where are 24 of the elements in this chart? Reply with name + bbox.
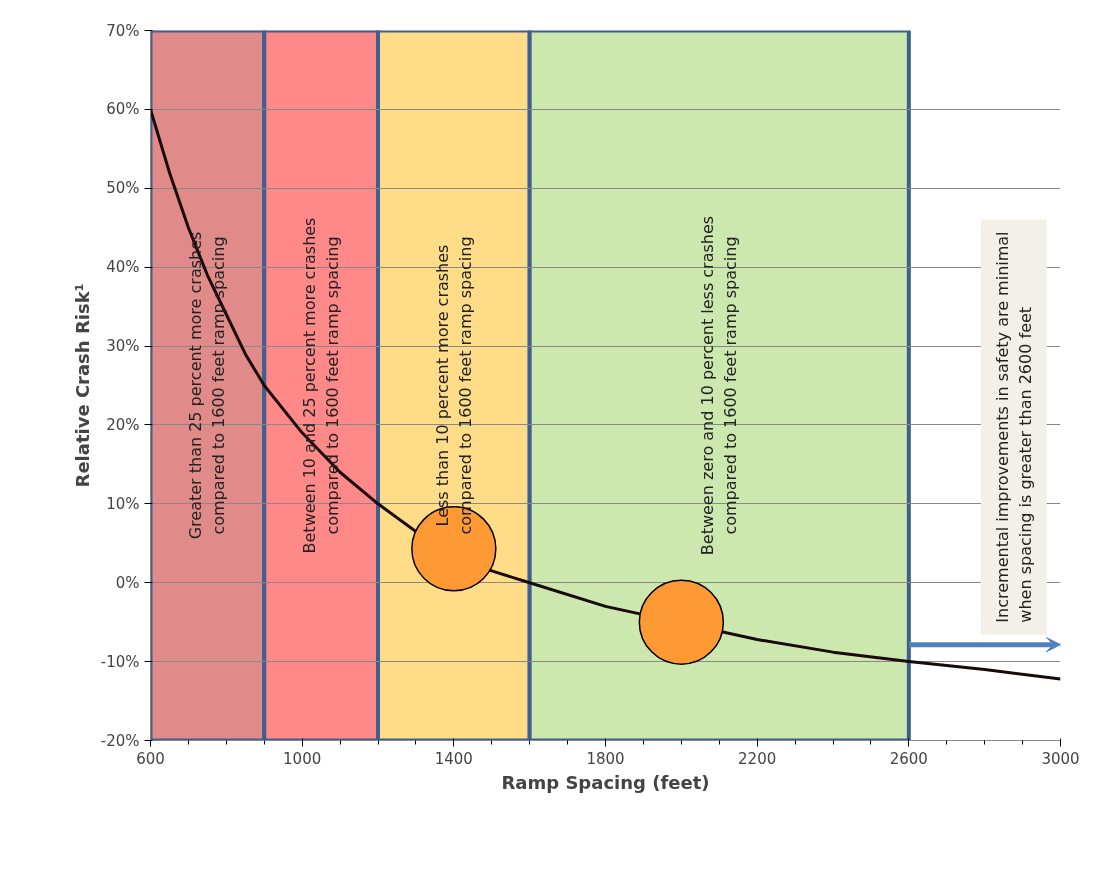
x-tick-label: 2600 (889, 749, 928, 768)
y-tick-label: 10% (106, 494, 140, 513)
y-tick-label: 20% (106, 415, 140, 434)
annotation: Incremental improvements in safety are minimal when spacing is greater than 2600 feet (992, 231, 1035, 623)
y-tick-label: 40% (106, 258, 140, 277)
x-tick-label: 1800 (586, 749, 625, 768)
x-tick-label: 2200 (738, 749, 777, 768)
band-label: Between zero and 10 percent less crashes compared to 1600 feet ramp spacing (698, 215, 741, 556)
x-tick-label: 1400 (434, 749, 473, 768)
x-axis-title: Ramp Spacing (feet) (501, 771, 710, 793)
y-axis-title: Relative Crash Risk¹ (71, 283, 93, 488)
y-tick-label: 50% (106, 179, 140, 198)
y-tick-label: 70% (106, 21, 140, 40)
x-tick-label: 3000 (1041, 749, 1080, 768)
y-tick-label: -10% (100, 652, 140, 671)
band-label: Greater than 25 percent more crashes compared to 1600 feet ramp spacing (186, 231, 229, 540)
x-tick-label: 1000 (283, 749, 322, 768)
band-label: Less than 10 percent more crashes compared to 1600 feet ramp spacing (432, 236, 475, 535)
y-tick-label: 30% (106, 337, 140, 356)
y-tick-label: 60% (106, 100, 140, 119)
y-tick-label: -20% (100, 731, 140, 750)
band-label: Between 10 and 25 percent more crashes compared to 1600 feet ramp spacing (300, 217, 343, 554)
y-tick-label: 0% (115, 573, 140, 592)
x-tick-label: 600 (136, 749, 165, 768)
